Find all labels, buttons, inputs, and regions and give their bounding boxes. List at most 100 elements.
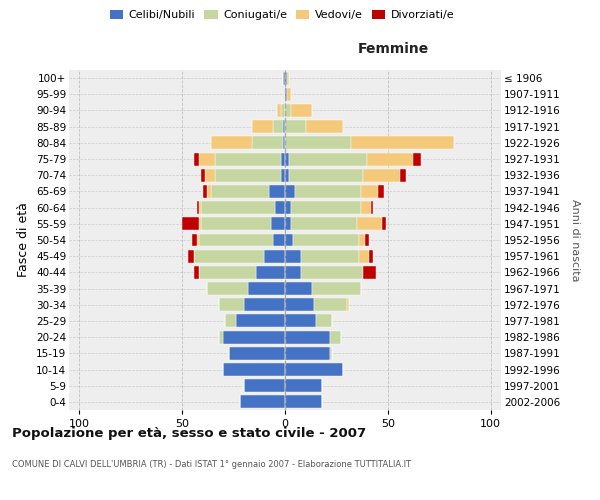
Bar — [281, 152, 285, 166]
Bar — [413, 152, 421, 166]
Bar — [283, 72, 285, 85]
Bar — [293, 234, 359, 246]
Bar — [199, 266, 256, 279]
Bar — [370, 250, 373, 262]
Bar — [285, 72, 287, 85]
Y-axis label: Fasce di età: Fasce di età — [17, 202, 31, 278]
Bar — [289, 169, 363, 181]
Bar — [285, 330, 330, 344]
Bar — [285, 120, 305, 133]
Bar — [197, 201, 199, 214]
Bar — [301, 250, 359, 262]
Bar — [291, 218, 357, 230]
Bar — [240, 396, 285, 408]
Text: Popolazione per età, sesso e stato civile - 2007: Popolazione per età, sesso e stato civil… — [12, 428, 366, 440]
Bar — [400, 169, 406, 181]
Bar — [287, 88, 291, 101]
Bar — [271, 218, 285, 230]
Bar — [203, 185, 207, 198]
Bar — [199, 152, 215, 166]
Bar — [316, 314, 332, 328]
Bar — [194, 266, 199, 279]
Bar — [226, 314, 236, 328]
Bar — [289, 152, 367, 166]
Bar — [330, 347, 332, 360]
Bar — [207, 185, 211, 198]
Bar — [281, 169, 285, 181]
Bar — [285, 266, 301, 279]
Bar — [377, 185, 384, 198]
Bar — [269, 185, 285, 198]
Bar — [285, 314, 316, 328]
Bar — [330, 330, 341, 344]
Bar — [211, 136, 252, 149]
Bar — [215, 169, 281, 181]
Bar — [211, 185, 269, 198]
Bar — [351, 136, 454, 149]
Bar — [361, 201, 371, 214]
Bar — [244, 379, 285, 392]
Bar — [285, 396, 322, 408]
Bar — [197, 234, 199, 246]
Bar — [205, 169, 215, 181]
Bar — [199, 234, 272, 246]
Bar — [301, 266, 363, 279]
Bar — [207, 282, 248, 295]
Bar — [193, 234, 197, 246]
Bar — [219, 330, 223, 344]
Bar — [256, 266, 285, 279]
Bar — [281, 104, 285, 117]
Bar — [365, 234, 370, 246]
Bar — [295, 185, 361, 198]
Text: Femmine: Femmine — [358, 42, 428, 56]
Bar — [285, 104, 291, 117]
Bar — [215, 152, 281, 166]
Bar — [248, 282, 285, 295]
Bar — [223, 330, 285, 344]
Bar — [272, 120, 283, 133]
Bar — [305, 120, 343, 133]
Bar — [182, 218, 199, 230]
Bar — [363, 169, 400, 181]
Bar — [359, 250, 370, 262]
Bar — [285, 282, 312, 295]
Bar — [219, 298, 244, 311]
Bar — [194, 152, 199, 166]
Bar — [223, 363, 285, 376]
Bar — [285, 347, 330, 360]
Bar — [312, 282, 361, 295]
Bar — [291, 104, 312, 117]
Bar — [199, 201, 200, 214]
Bar — [236, 314, 285, 328]
Bar — [252, 136, 283, 149]
Bar — [367, 152, 413, 166]
Bar — [283, 136, 285, 149]
Bar — [314, 298, 347, 311]
Bar — [382, 218, 386, 230]
Bar — [359, 234, 365, 246]
Text: COMUNE DI CALVI DELL'UMBRIA (TR) - Dati ISTAT 1° gennaio 2007 - Elaborazione TUT: COMUNE DI CALVI DELL'UMBRIA (TR) - Dati … — [12, 460, 411, 469]
Y-axis label: Anni di nascita: Anni di nascita — [570, 198, 580, 281]
Bar — [285, 298, 314, 311]
Bar — [363, 266, 376, 279]
Bar — [200, 201, 275, 214]
Bar — [285, 185, 295, 198]
Bar — [277, 104, 281, 117]
Bar — [265, 250, 285, 262]
Bar — [244, 298, 285, 311]
Bar — [287, 72, 289, 85]
Bar — [291, 201, 361, 214]
Bar — [371, 201, 373, 214]
Bar — [285, 201, 291, 214]
Bar — [194, 250, 265, 262]
Bar — [283, 120, 285, 133]
Bar — [285, 88, 287, 101]
Bar — [361, 185, 377, 198]
Bar — [275, 201, 285, 214]
Bar — [252, 120, 272, 133]
Bar — [285, 234, 293, 246]
Bar — [200, 218, 271, 230]
Bar — [285, 136, 351, 149]
Bar — [188, 250, 194, 262]
Bar — [347, 298, 349, 311]
